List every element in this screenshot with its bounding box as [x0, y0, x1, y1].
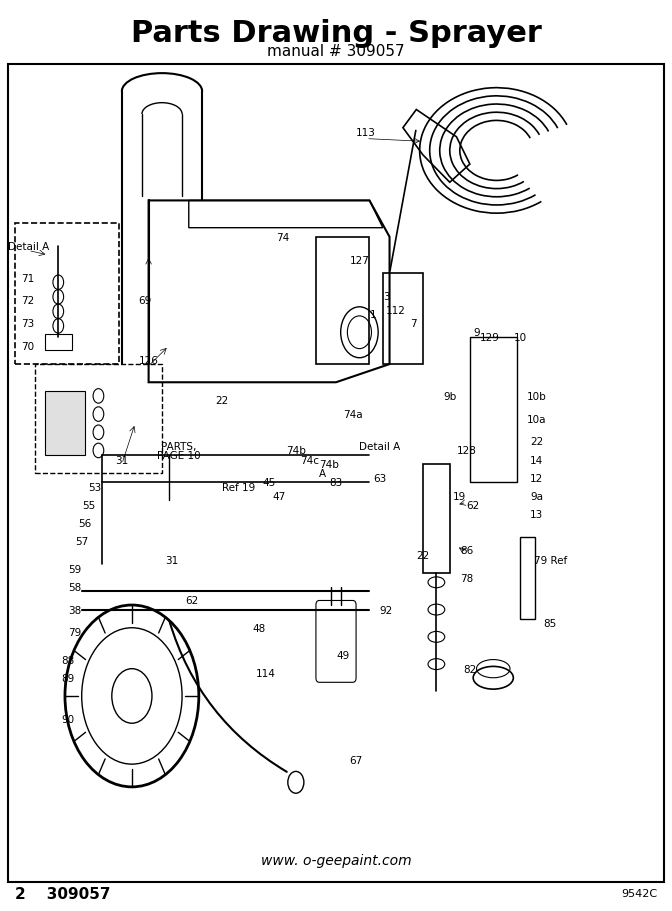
Bar: [45, 334, 72, 351]
Text: 9: 9: [473, 328, 480, 338]
Text: 56: 56: [79, 518, 91, 528]
Text: 62: 62: [466, 500, 480, 510]
Text: 49: 49: [336, 650, 349, 660]
Text: 90: 90: [62, 714, 75, 724]
Text: 74a: 74a: [343, 410, 362, 420]
Text: 58: 58: [69, 582, 81, 592]
Text: 129: 129: [480, 333, 500, 343]
Bar: [470, 337, 517, 483]
Text: Detail A: Detail A: [359, 442, 400, 452]
Text: 13: 13: [530, 509, 544, 519]
Text: 127: 127: [349, 255, 370, 265]
Text: PARTS,: PARTS,: [161, 442, 196, 452]
Bar: [45, 392, 85, 456]
Text: 88: 88: [62, 655, 75, 665]
Text: 22: 22: [530, 437, 544, 447]
Bar: [383, 274, 423, 364]
Text: 72: 72: [22, 296, 35, 306]
Text: 22: 22: [216, 396, 229, 406]
Text: 71: 71: [22, 273, 35, 283]
Text: 47: 47: [272, 491, 286, 501]
Bar: [423, 465, 450, 574]
Bar: [520, 537, 535, 619]
Text: 126: 126: [138, 355, 159, 365]
Text: www. o-geepaint.com: www. o-geepaint.com: [261, 853, 411, 866]
Text: Ref 19: Ref 19: [222, 482, 255, 492]
Text: 31: 31: [115, 456, 128, 465]
Text: 74b: 74b: [286, 446, 306, 456]
Text: 10a: 10a: [527, 415, 546, 425]
Text: 79 Ref: 79 Ref: [534, 555, 566, 565]
Text: 79: 79: [69, 628, 81, 638]
Text: Parts Drawing - Sprayer: Parts Drawing - Sprayer: [130, 19, 542, 47]
Bar: [35, 364, 162, 474]
Text: 63: 63: [373, 473, 386, 483]
Text: 78: 78: [460, 573, 473, 583]
Text: 62: 62: [185, 596, 199, 606]
Text: 9b: 9b: [443, 392, 456, 402]
Text: 86: 86: [460, 546, 473, 556]
Text: 73: 73: [22, 319, 35, 329]
Text: 57: 57: [75, 537, 88, 547]
Text: 3: 3: [383, 292, 390, 302]
Text: 19: 19: [453, 491, 466, 501]
Text: 85: 85: [544, 619, 557, 629]
Text: 113: 113: [356, 128, 376, 138]
Text: 74: 74: [276, 232, 289, 242]
Text: 45: 45: [263, 477, 276, 487]
Text: 92: 92: [380, 605, 393, 615]
Text: 74c: 74c: [300, 456, 319, 465]
Text: 69: 69: [138, 296, 152, 306]
Text: 12: 12: [530, 473, 544, 483]
Text: 55: 55: [82, 500, 95, 510]
Text: 48: 48: [253, 623, 265, 633]
Text: PAGE 10: PAGE 10: [157, 451, 200, 460]
Text: 10b: 10b: [527, 392, 546, 402]
Text: 9542C: 9542C: [621, 888, 657, 898]
Text: 59: 59: [69, 564, 81, 574]
Text: Detail A: Detail A: [7, 241, 49, 251]
Text: 9a: 9a: [530, 491, 543, 501]
Text: 2    309057: 2 309057: [15, 885, 110, 901]
Text: 128: 128: [456, 446, 476, 456]
Text: 114: 114: [256, 669, 276, 679]
Text: 89: 89: [62, 673, 75, 683]
Text: 31: 31: [165, 555, 179, 565]
Text: manual # 309057: manual # 309057: [267, 44, 405, 59]
Text: 112: 112: [386, 305, 406, 315]
Text: 67: 67: [349, 754, 363, 764]
Text: 38: 38: [69, 605, 81, 615]
Bar: [316, 238, 370, 364]
Text: 53: 53: [89, 482, 101, 492]
Text: 1: 1: [370, 310, 376, 320]
Text: 22: 22: [417, 550, 429, 560]
Text: 70: 70: [22, 342, 35, 352]
Text: 14: 14: [530, 456, 544, 465]
Text: 7: 7: [410, 319, 416, 329]
Text: 83: 83: [329, 477, 343, 487]
Text: 82: 82: [463, 664, 476, 674]
Text: A: A: [319, 468, 326, 478]
Text: 10: 10: [513, 333, 527, 343]
Text: 74b: 74b: [319, 459, 339, 469]
